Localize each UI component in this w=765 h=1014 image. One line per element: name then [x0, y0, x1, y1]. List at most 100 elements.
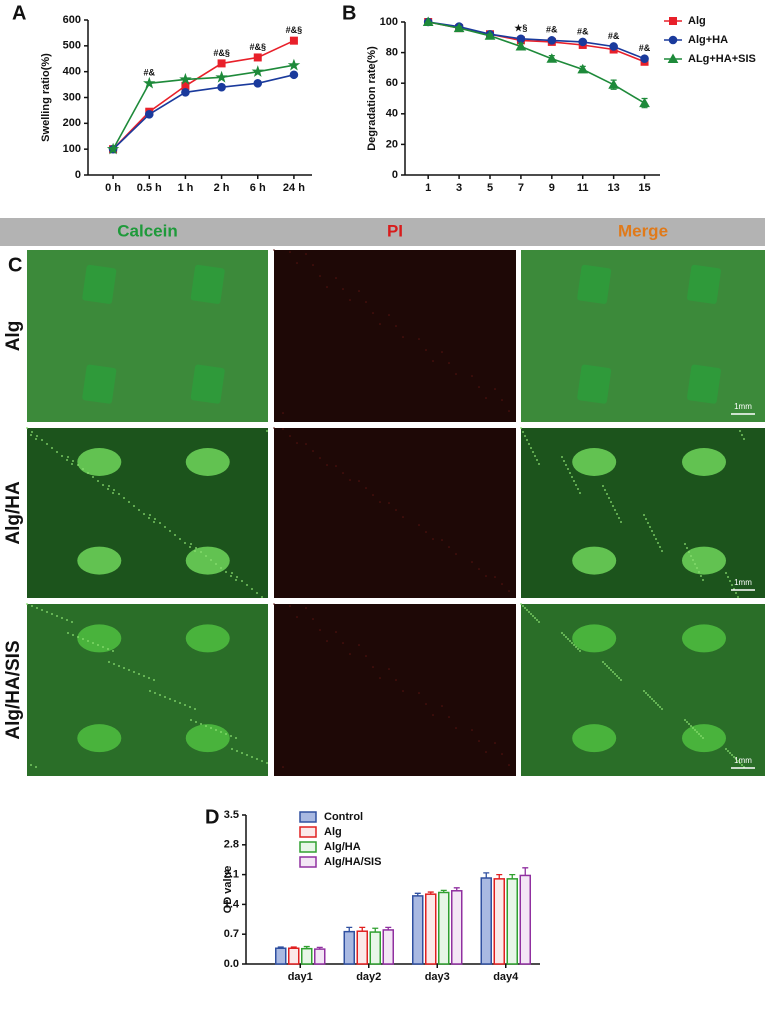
panel-letter: B [342, 2, 356, 24]
annotation: #& [639, 43, 651, 53]
speck [372, 666, 374, 668]
speck [225, 571, 227, 573]
series-line [428, 21, 645, 60]
blob [577, 364, 612, 404]
speck [236, 576, 238, 578]
speck [395, 509, 397, 511]
speck [388, 502, 390, 504]
speck [735, 592, 737, 594]
marker [289, 36, 298, 45]
error-bar [453, 887, 460, 891]
speck [729, 752, 731, 754]
blob [77, 546, 122, 575]
speck [365, 655, 367, 657]
speck [319, 275, 321, 277]
speck [532, 451, 534, 453]
speck [425, 703, 427, 705]
speck [174, 700, 176, 702]
y-axis-label: OD value [222, 866, 234, 914]
speck [30, 434, 32, 436]
speck [395, 679, 397, 681]
bar [369, 931, 381, 965]
speck [358, 290, 360, 292]
speck [261, 596, 263, 598]
speck [342, 642, 344, 644]
error-bar [372, 927, 379, 933]
error-bar [316, 946, 323, 950]
y-tick-label: 400 [63, 66, 81, 78]
speck [372, 312, 374, 314]
speck [282, 428, 284, 430]
speck [138, 509, 140, 511]
marker [608, 79, 619, 89]
annotation: #& [546, 25, 558, 35]
speck [149, 514, 151, 516]
speck [425, 531, 427, 533]
speck [41, 439, 43, 441]
bar [451, 890, 463, 965]
legend-swatch [299, 856, 317, 868]
speck [189, 546, 191, 548]
speck [372, 494, 374, 496]
bar [288, 947, 300, 965]
speck [694, 729, 696, 731]
speck [569, 472, 571, 474]
speck [72, 460, 74, 462]
speck [478, 740, 480, 742]
speck [246, 754, 248, 756]
blob [190, 264, 225, 304]
speck [35, 438, 37, 440]
speck [51, 613, 53, 615]
y-tick-label: 60 [386, 77, 398, 89]
speck [200, 723, 202, 725]
speck [319, 629, 321, 631]
speck [688, 723, 690, 725]
speck [739, 430, 741, 432]
speck [741, 764, 743, 766]
speck [30, 764, 32, 766]
x-tick-label: day4 [493, 971, 519, 983]
speck [471, 561, 473, 563]
speck [102, 646, 104, 648]
speck [731, 754, 733, 756]
speck [36, 435, 38, 437]
speck [739, 762, 741, 764]
speck [561, 456, 563, 458]
speck [92, 476, 94, 478]
x-tick-label: 6 h [250, 182, 266, 194]
speck [530, 613, 532, 615]
speck [534, 455, 536, 457]
speck [118, 493, 120, 495]
speck [684, 719, 686, 721]
blob [185, 448, 230, 476]
annotation: #& [608, 31, 620, 41]
speck [577, 648, 579, 650]
marker [143, 76, 156, 89]
legend-label: Alg/HA [324, 841, 361, 853]
speck [305, 607, 307, 609]
y-tick-label: 3.5 [224, 809, 239, 821]
speck [647, 522, 649, 524]
y-axis-label: Degradation rate(%) [366, 46, 378, 151]
speck [563, 634, 565, 636]
speck [261, 760, 263, 762]
speck [266, 430, 268, 432]
blob [687, 264, 721, 304]
speck [194, 550, 196, 552]
speck [690, 725, 692, 727]
error-bar [496, 873, 503, 879]
speck [659, 706, 661, 708]
speck [26, 603, 28, 605]
speck [501, 583, 503, 585]
speck [210, 727, 212, 729]
speck [602, 485, 604, 487]
blob [682, 724, 726, 753]
speck [455, 373, 457, 375]
bar [438, 891, 450, 965]
speck [230, 575, 232, 577]
speck [661, 708, 663, 710]
speck [471, 729, 473, 731]
error-bar [277, 946, 284, 949]
blob [77, 624, 122, 653]
speck [77, 636, 79, 638]
